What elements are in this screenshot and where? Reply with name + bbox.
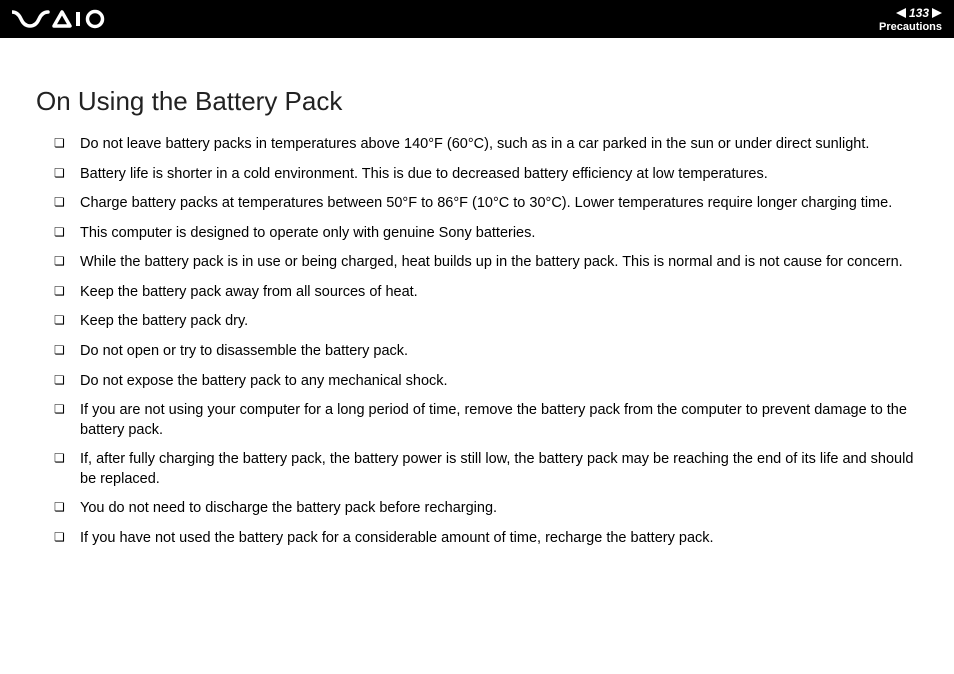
breadcrumb[interactable]: Precautions — [879, 21, 942, 33]
list-item: You do not need to discharge the battery… — [54, 499, 918, 519]
vaio-logo — [12, 9, 108, 29]
bullet-list: Do not leave battery packs in temperatur… — [36, 135, 918, 548]
page-title: On Using the Battery Pack — [36, 86, 918, 117]
list-item: Do not expose the battery pack to any me… — [54, 372, 918, 392]
list-item: Battery life is shorter in a cold enviro… — [54, 165, 918, 185]
list-item: Do not leave battery packs in temperatur… — [54, 135, 918, 155]
list-item: If, after fully charging the battery pac… — [54, 450, 918, 489]
list-item: This computer is designed to operate onl… — [54, 224, 918, 244]
list-item: Do not open or try to disassemble the ba… — [54, 342, 918, 362]
prev-page-arrow-icon[interactable] — [896, 8, 906, 18]
list-item: If you are not using your computer for a… — [54, 401, 918, 440]
vaio-logo-icon — [12, 9, 108, 29]
header-right: 133 Precautions — [879, 6, 942, 33]
list-item: If you have not used the battery pack fo… — [54, 529, 918, 549]
page-nav: 133 — [896, 6, 942, 20]
list-item: While the battery pack is in use or bein… — [54, 253, 918, 273]
list-item: Keep the battery pack dry. — [54, 312, 918, 332]
list-item: Keep the battery pack away from all sour… — [54, 283, 918, 303]
next-page-arrow-icon[interactable] — [932, 8, 942, 18]
list-item: Charge battery packs at temperatures bet… — [54, 194, 918, 214]
document-header: 133 Precautions — [0, 0, 954, 38]
page-content: On Using the Battery Pack Do not leave b… — [0, 38, 954, 578]
page-number: 133 — [909, 6, 929, 20]
